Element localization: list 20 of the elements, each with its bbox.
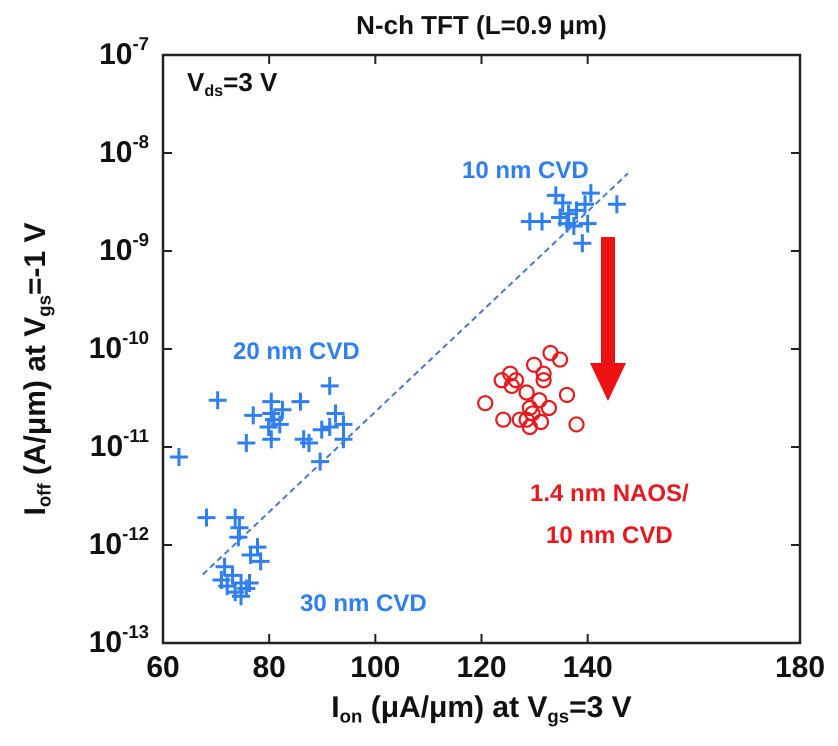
annotation: V$_{ds}$=3 V <box>187 67 278 100</box>
y-tick-label: 10$^{-7}$ <box>99 33 149 72</box>
y-tick-label: 10$^{-12}$ <box>88 523 149 562</box>
x-tick-label: 140 <box>562 651 613 685</box>
y-tick-label: 10$^{-11}$ <box>90 425 149 464</box>
x-tick-label: 180 <box>774 651 826 685</box>
series-label: 1.4 nm NAOS/ 10 nm CVD <box>530 479 689 551</box>
y-tick-label: 10$^{-13}$ <box>88 621 149 659</box>
x-axis-title: I$_{on}$ (μA/μm) at V$_{gs}$=3 V <box>331 691 632 727</box>
y-tick-label: 10$^{-8}$ <box>99 131 149 170</box>
x-tick-label: 80 <box>252 651 286 685</box>
x-tick-label: 60 <box>146 651 180 685</box>
y-tick-label: 10$^{-9}$ <box>99 229 149 268</box>
chart-title: N-ch TFT (L=0.9 μm) <box>356 10 607 41</box>
y-tick-label: 10$^{-10}$ <box>88 327 149 366</box>
x-tick-label: 120 <box>456 651 507 685</box>
series-label: 10 nm CVD <box>462 156 589 186</box>
series-label: 30 nm CVD <box>300 589 427 619</box>
x-tick-label: 100 <box>350 651 400 685</box>
series-label: 20 nm CVD <box>233 337 360 367</box>
